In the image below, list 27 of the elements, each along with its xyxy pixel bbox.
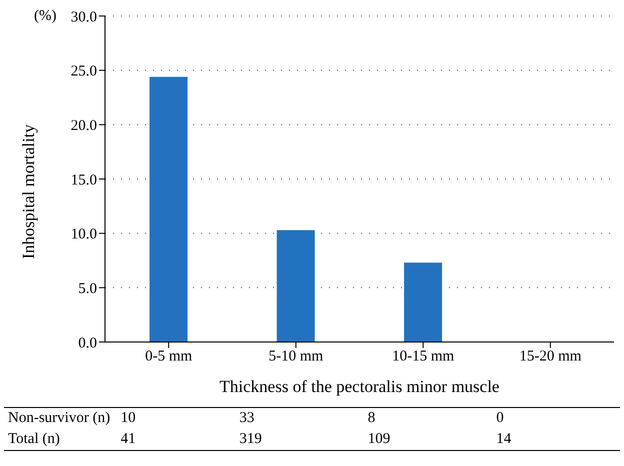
bar xyxy=(276,230,315,342)
y-tick-label: 25.0 xyxy=(70,64,97,80)
x-tick-label: 0-5 mm xyxy=(145,348,192,365)
text: 319 xyxy=(238,430,263,449)
y-tick-label: 5.0 xyxy=(78,280,97,297)
bar xyxy=(150,76,188,342)
x-tick-label: 15-20 mm xyxy=(519,348,582,365)
y-tick-label: 10.0 xyxy=(70,226,97,243)
text: 8 xyxy=(366,409,376,428)
x-tick-label: 10-15 mm xyxy=(392,348,454,365)
text: 41 xyxy=(120,430,137,449)
text: (%) xyxy=(34,8,56,25)
y-tick-label: 0.0 xyxy=(78,335,97,352)
y-tick-label: 30.0 xyxy=(70,9,97,26)
bar xyxy=(404,262,442,342)
text: 10 xyxy=(120,409,137,428)
text: 0 xyxy=(495,409,505,428)
x-axis-title: Thickness of the pectoralis minor muscle xyxy=(220,377,500,396)
y-tick-label: 20.0 xyxy=(70,118,97,134)
text: 14 xyxy=(495,430,512,449)
y-tick-label: 15.0 xyxy=(70,172,97,188)
y-axis-title: Inhospital mortality xyxy=(19,124,38,259)
x-tick-label: 5-10 mm xyxy=(268,348,324,365)
text: Total (n) xyxy=(7,430,61,449)
text: 109 xyxy=(366,430,392,449)
text: 33 xyxy=(238,409,256,428)
text: Non-survivor (n) xyxy=(7,409,112,428)
